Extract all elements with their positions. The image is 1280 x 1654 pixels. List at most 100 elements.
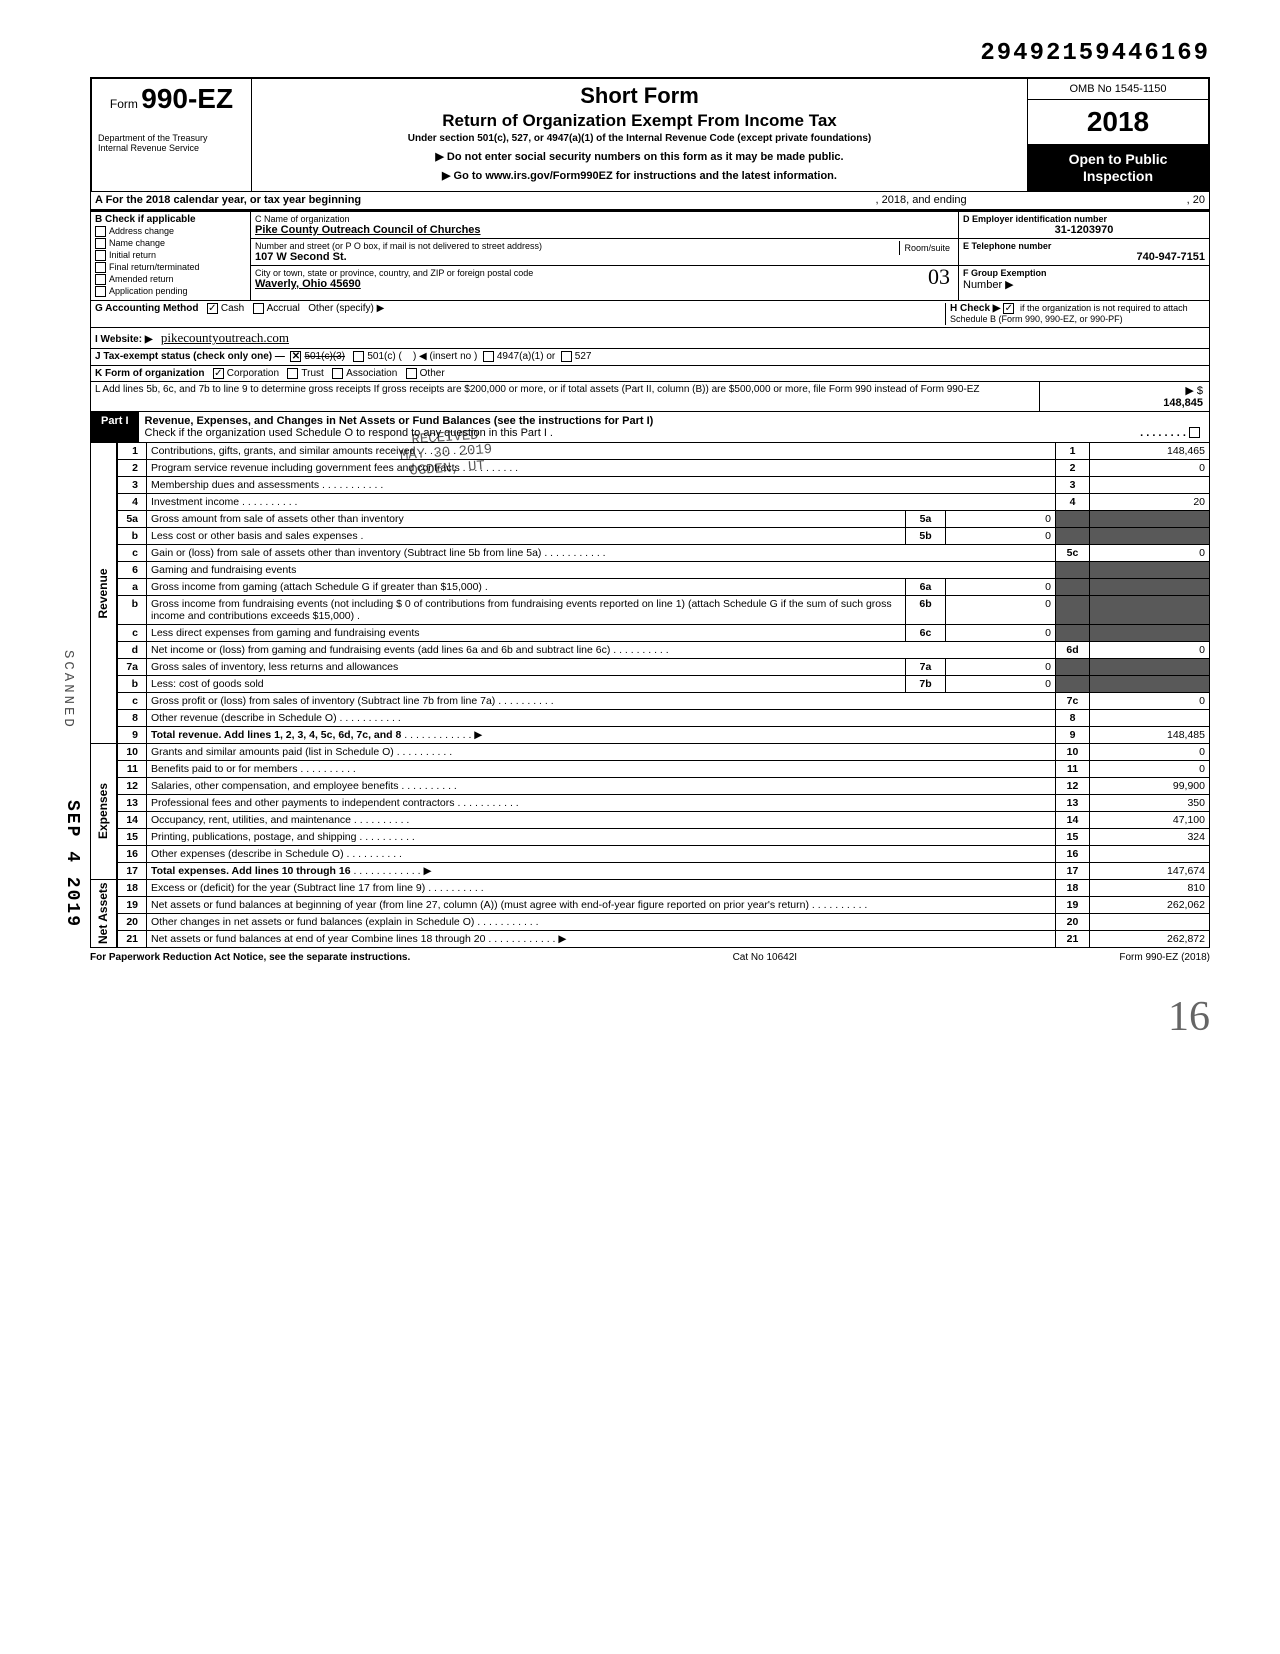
line-row: 19Net assets or fund balances at beginni…	[91, 896, 1210, 913]
sub-box-val: 0	[946, 510, 1056, 527]
other-org-checkbox[interactable]	[406, 368, 417, 379]
tax-year: 2018	[1028, 100, 1208, 145]
line-row: 14Occupancy, rent, utilities, and mainte…	[91, 811, 1210, 828]
box-num: 14	[1056, 811, 1090, 828]
line-number: 13	[117, 794, 147, 811]
b-item: Amended return	[95, 274, 246, 285]
line-desc: Occupancy, rent, utilities, and maintena…	[147, 811, 1056, 828]
box-num: 20	[1056, 913, 1090, 930]
line-desc: Net assets or fund balances at beginning…	[147, 896, 1056, 913]
check-initial-return[interactable]	[95, 250, 106, 261]
part1-header: Part I Revenue, Expenses, and Changes in…	[90, 412, 1210, 443]
b-item: Application pending	[95, 286, 246, 297]
check-final-return-terminated[interactable]	[95, 262, 106, 273]
line-A: A For the 2018 calendar year, or tax yea…	[90, 192, 1210, 210]
line-desc: Gross profit or (loss) from sales of inv…	[147, 692, 1056, 709]
short-form-title: Short Form	[258, 83, 1021, 109]
accrual-checkbox[interactable]	[253, 303, 264, 314]
corporation-checkbox[interactable]	[213, 368, 224, 379]
box-val: 0	[1090, 641, 1210, 658]
line-row: 16Other expenses (describe in Schedule O…	[91, 845, 1210, 862]
box-num: 16	[1056, 845, 1090, 862]
sub-box-num: 7a	[906, 658, 946, 675]
line-desc: Net income or (loss) from gaming and fun…	[147, 641, 1056, 658]
line-number: b	[117, 675, 147, 692]
association-checkbox[interactable]	[332, 368, 343, 379]
line-number: 19	[117, 896, 147, 913]
handwritten-03: 03	[928, 264, 950, 290]
line-row: 7aGross sales of inventory, less returns…	[91, 658, 1210, 675]
sub-box-num: 6b	[906, 595, 946, 624]
side-label: Expenses	[91, 743, 117, 879]
cash-checkbox[interactable]	[207, 303, 218, 314]
box-val: 0	[1090, 743, 1210, 760]
line-number: 18	[117, 879, 147, 896]
box-num: 7c	[1056, 692, 1090, 709]
box-num: 15	[1056, 828, 1090, 845]
open-to-public: Open to PublicInspection	[1028, 145, 1208, 191]
phone-value: 740-947-7151	[963, 251, 1205, 263]
check-if-applicable: B Check if applicable	[95, 214, 246, 225]
ein-label: D Employer identification number	[963, 214, 1205, 224]
schedule-b-checkbox[interactable]	[1003, 303, 1014, 314]
line-row: bLess cost or other basis and sales expe…	[91, 527, 1210, 544]
line-desc: Less direct expenses from gaming and fun…	[147, 624, 906, 641]
box-num-shade	[1056, 527, 1090, 544]
schedule-o-checkbox[interactable]	[1189, 427, 1200, 438]
line-row: 5aGross amount from sale of assets other…	[91, 510, 1210, 527]
line-number: 3	[117, 476, 147, 493]
sub-box-num: 5a	[906, 510, 946, 527]
box-val: 0	[1090, 544, 1210, 561]
trust-checkbox[interactable]	[287, 368, 298, 379]
sub-box-val: 0	[946, 527, 1056, 544]
line-number: 15	[117, 828, 147, 845]
line-number: 12	[117, 777, 147, 794]
side-label: Revenue	[91, 443, 117, 744]
line-desc: Membership dues and assessments . . . . …	[147, 476, 1056, 493]
check-application-pending[interactable]	[95, 286, 106, 297]
line-desc: Gross amount from sale of assets other t…	[147, 510, 906, 527]
box-num: 21	[1056, 930, 1090, 947]
box-val: 262,062	[1090, 896, 1210, 913]
box-val: 324	[1090, 828, 1210, 845]
line-number: 1	[117, 443, 147, 460]
box-num: 3	[1056, 476, 1090, 493]
line-number: 8	[117, 709, 147, 726]
box-num: 17	[1056, 862, 1090, 879]
line-number: 6	[117, 561, 147, 578]
line-row: 15Printing, publications, postage, and s…	[91, 828, 1210, 845]
sub-box-val: 0	[946, 675, 1056, 692]
501c-checkbox[interactable]	[353, 351, 364, 362]
sub-box-num: 6a	[906, 578, 946, 595]
line-desc: Grants and similar amounts paid (list in…	[147, 743, 1056, 760]
check-name-change[interactable]	[95, 238, 106, 249]
line-desc: Gross income from gaming (attach Schedul…	[147, 578, 906, 595]
line-row: 9Total revenue. Add lines 1, 2, 3, 4, 5c…	[91, 726, 1210, 743]
line-row: aGross income from gaming (attach Schedu…	[91, 578, 1210, 595]
box-val: 148,485	[1090, 726, 1210, 743]
city-label: City or town, state or province, country…	[255, 268, 954, 278]
box-val: 47,100	[1090, 811, 1210, 828]
box-num: 2	[1056, 459, 1090, 476]
check-address-change[interactable]	[95, 226, 106, 237]
check-amended-return[interactable]	[95, 274, 106, 285]
501c3-checkbox[interactable]	[290, 351, 301, 362]
line-number: c	[117, 544, 147, 561]
row-L-gross-receipts: L Add lines 5b, 6c, and 7b to line 9 to …	[90, 382, 1210, 412]
line-row: 2Program service revenue including gover…	[91, 459, 1210, 476]
box-val-shade	[1090, 510, 1210, 527]
line-desc: Less: cost of goods sold	[147, 675, 906, 692]
org-info-block: B Check if applicable Address changeName…	[90, 210, 1210, 302]
527-checkbox[interactable]	[561, 351, 572, 362]
box-val-shade	[1090, 561, 1210, 578]
line-desc: Total revenue. Add lines 1, 2, 3, 4, 5c,…	[147, 726, 1056, 743]
box-val-shade	[1090, 624, 1210, 641]
line-number: b	[117, 527, 147, 544]
box-val: 0	[1090, 459, 1210, 476]
line-desc: Excess or (deficit) for the year (Subtra…	[147, 879, 1056, 896]
sub-box-val: 0	[946, 658, 1056, 675]
page-footer: For Paperwork Reduction Act Notice, see …	[90, 952, 1210, 963]
line-desc: Net assets or fund balances at end of ye…	[147, 930, 1056, 947]
4947-checkbox[interactable]	[483, 351, 494, 362]
box-num-shade	[1056, 675, 1090, 692]
